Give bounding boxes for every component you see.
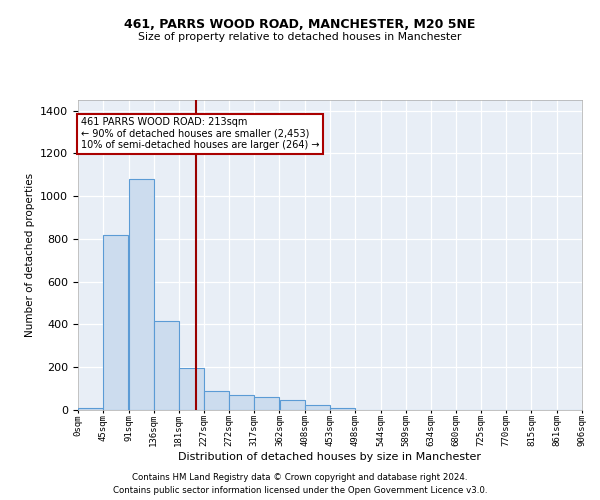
- Bar: [179, 368, 204, 410]
- Bar: [154, 322, 179, 410]
- Bar: [305, 404, 330, 410]
- Bar: [103, 234, 128, 410]
- Text: Size of property relative to detached houses in Manchester: Size of property relative to detached ho…: [139, 32, 461, 42]
- Bar: [280, 400, 305, 410]
- Y-axis label: Number of detached properties: Number of detached properties: [25, 173, 35, 337]
- Bar: [78, 408, 103, 410]
- Text: Contains HM Land Registry data © Crown copyright and database right 2024.: Contains HM Land Registry data © Crown c…: [132, 472, 468, 482]
- Text: 461, PARRS WOOD ROAD, MANCHESTER, M20 5NE: 461, PARRS WOOD ROAD, MANCHESTER, M20 5N…: [124, 18, 476, 30]
- Text: Contains public sector information licensed under the Open Government Licence v3: Contains public sector information licen…: [113, 486, 487, 495]
- X-axis label: Distribution of detached houses by size in Manchester: Distribution of detached houses by size …: [179, 452, 482, 462]
- Bar: [129, 179, 154, 410]
- Bar: [205, 391, 229, 410]
- Text: 461 PARRS WOOD ROAD: 213sqm
← 90% of detached houses are smaller (2,453)
10% of : 461 PARRS WOOD ROAD: 213sqm ← 90% of det…: [81, 117, 319, 150]
- Bar: [229, 395, 254, 410]
- Bar: [254, 397, 279, 410]
- Bar: [330, 408, 355, 410]
